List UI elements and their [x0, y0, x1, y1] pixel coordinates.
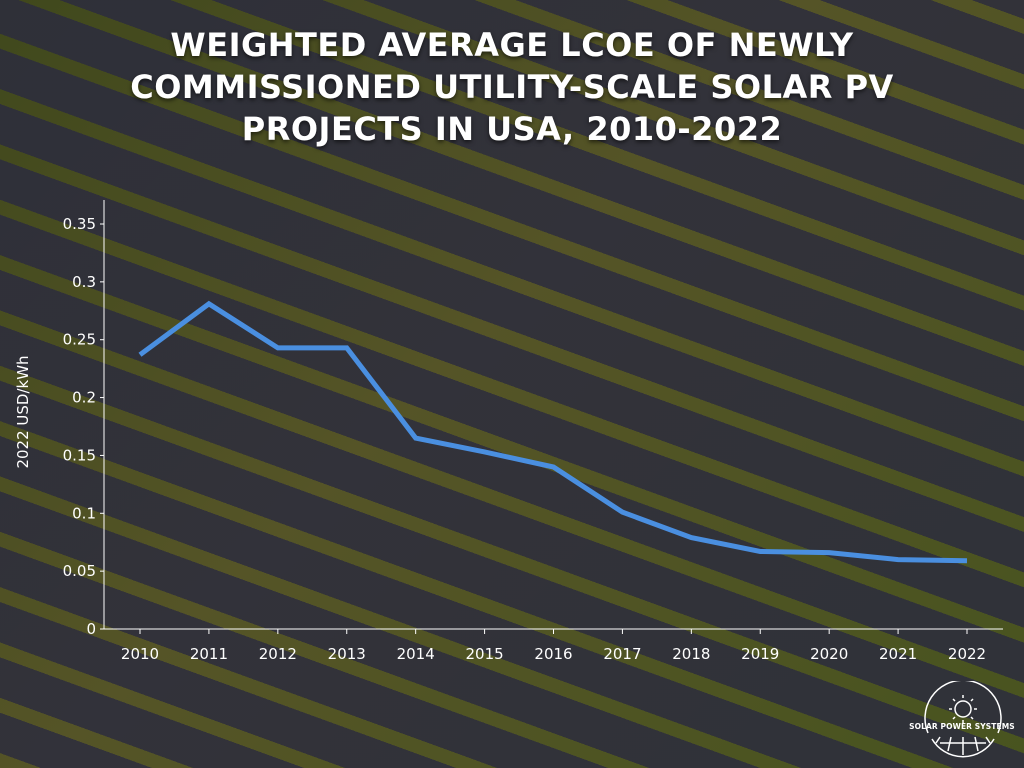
x-tick-label: 2010: [121, 645, 159, 663]
x-tick-label: 2015: [465, 645, 503, 663]
y-tick-label: 0.3: [72, 273, 96, 291]
chart-title: Weighted average LCOE of newly commissio…: [130, 26, 894, 148]
y-tick-label: 0.35: [63, 215, 96, 233]
y-tick-label: 0.1: [72, 504, 96, 522]
x-tick-label: 2019: [741, 645, 779, 663]
x-tick-label: 2014: [397, 645, 435, 663]
y-tick-label: 0.2: [72, 389, 96, 407]
y-axis-label: 2022 USD/kWh: [14, 355, 32, 468]
logo-text: SOLAR POWER SYSTEMS: [909, 722, 1015, 731]
y-tick-label: 0.15: [63, 446, 96, 464]
y-tick-label: 0.25: [63, 331, 96, 349]
x-tick-label: 2011: [190, 645, 228, 663]
x-tick-label: 2013: [328, 645, 366, 663]
series-line-group: [138, 300, 968, 564]
x-tick-label: 2012: [259, 645, 297, 663]
x-tick-label: 2021: [879, 645, 917, 663]
x-tick-label: 2022: [948, 645, 986, 663]
x-tick-label: 2016: [534, 645, 572, 663]
series-line: [138, 300, 968, 564]
axes: 0 0.05 0.1 0.15 0.2 0.25 0.3 0.35 2010 2011 2012 20…: [63, 200, 1003, 663]
sun-globe-icon: [924, 681, 1002, 758]
x-tick-label: 2020: [810, 645, 848, 663]
x-tick-label: 2018: [672, 645, 710, 663]
y-tick-label: 0.05: [63, 562, 96, 580]
y-tick-label: 0: [86, 620, 96, 638]
x-tick-label: 2017: [603, 645, 641, 663]
